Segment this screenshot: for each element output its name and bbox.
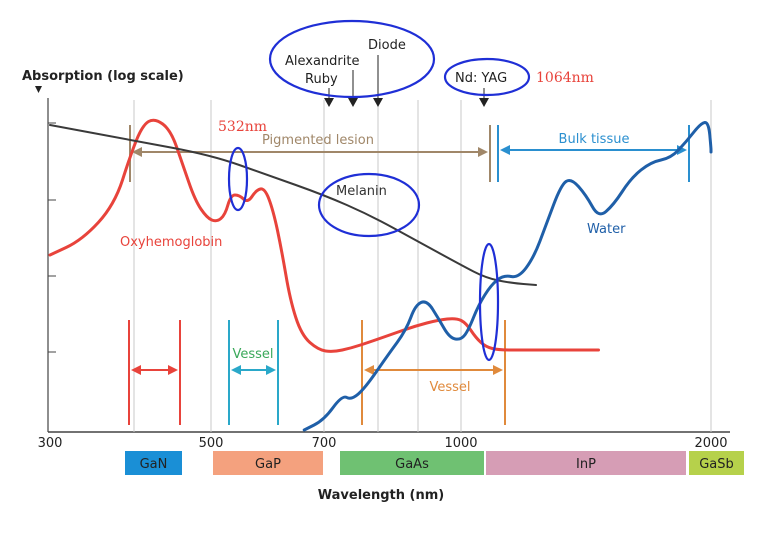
ndyag-marker-arrow-icon	[479, 98, 489, 107]
x-tick-label: 500	[199, 436, 224, 451]
material-band-gan	[125, 451, 182, 475]
material-band-label: GaSb	[699, 457, 734, 472]
material-band-inp	[486, 451, 686, 475]
alexandrite-marker-arrow-icon	[348, 98, 358, 107]
material-band-label: GaN	[140, 457, 168, 472]
vessel-bracket-green: Vessel	[228, 320, 279, 425]
axes: Absorption (log scale) Wavelength (nm)	[22, 69, 730, 503]
arrow-right-icon	[493, 365, 503, 375]
arrow-right-icon	[168, 365, 178, 375]
arrow-right-icon	[478, 147, 488, 157]
532nm-note: 532nm	[218, 119, 267, 135]
x-tick-label: 700	[312, 436, 337, 451]
water-label: Water	[587, 222, 626, 237]
ndyag-label: Nd: YAG	[455, 71, 507, 86]
material-band-gaas	[340, 451, 484, 475]
x-tick-label: 300	[38, 436, 63, 451]
pigmented-lesion-label: Pigmented lesion	[262, 133, 374, 148]
y-axis-ticks	[48, 122, 56, 353]
532nm-highlight-ellipse	[227, 146, 249, 212]
series-lines	[48, 118, 713, 432]
material-band-label: InP	[576, 457, 596, 472]
x-tick-label: 1000	[444, 436, 477, 451]
vessel-orange-label: Vessel	[429, 380, 470, 395]
arrow-right-icon	[266, 365, 276, 375]
series-line-water	[302, 121, 713, 432]
material-band-label: GaP	[255, 457, 281, 472]
pigmented-lesion-bracket: Pigmented lesion	[129, 125, 491, 182]
y-axis-label: Absorption (log scale)	[22, 69, 184, 84]
vessel-green-label: Vessel	[232, 347, 273, 362]
oxyhemoglobin-label: Oxyhemoglobin	[120, 235, 222, 250]
melanin-label: Melanin	[336, 184, 387, 199]
material-bands: GaN GaP GaAs InP GaSb	[125, 451, 744, 475]
arrow-left-icon	[500, 145, 510, 155]
y-axis-arrow-icon	[35, 86, 42, 93]
diode-label: Diode	[368, 38, 406, 53]
arrow-left-icon	[131, 365, 141, 375]
laser-group-highlight-ellipse	[268, 19, 436, 99]
red-vessel-bracket	[128, 320, 181, 425]
ruby-label: Ruby	[305, 72, 338, 87]
1064nm-highlight-ellipse	[478, 242, 500, 362]
material-band-gap	[213, 451, 323, 475]
bulk-tissue-bracket: Bulk tissue	[497, 125, 690, 182]
series-line-oxyhemoglobin	[48, 118, 600, 353]
ruby-marker-arrow-icon	[324, 98, 334, 107]
highlight-ellipses	[227, 19, 531, 362]
laser-markers: Alexandrite Ruby Diode Nd: YAG	[285, 38, 507, 107]
bulk-tissue-label: Bulk tissue	[559, 132, 630, 147]
material-band-label: GaAs	[395, 457, 429, 472]
gridlines	[133, 100, 712, 432]
x-tick-labels: 300 500 700 1000 2000	[38, 436, 728, 451]
material-band-gasb	[689, 451, 744, 475]
arrow-left-icon	[132, 147, 142, 157]
alexandrite-label: Alexandrite	[285, 54, 359, 69]
vessel-bracket-orange: Vessel	[361, 320, 506, 425]
1064nm-note: 1064nm	[536, 70, 594, 86]
arrow-left-icon	[364, 365, 374, 375]
series-line-melanin	[49, 124, 537, 286]
x-axis-label: Wavelength (nm)	[318, 488, 444, 503]
arrow-left-icon	[231, 365, 241, 375]
x-tick-label: 2000	[694, 436, 727, 451]
ndyag-highlight-ellipse	[443, 57, 531, 97]
diode-marker-arrow-icon	[373, 98, 383, 107]
melanin-highlight-ellipse	[317, 172, 421, 238]
